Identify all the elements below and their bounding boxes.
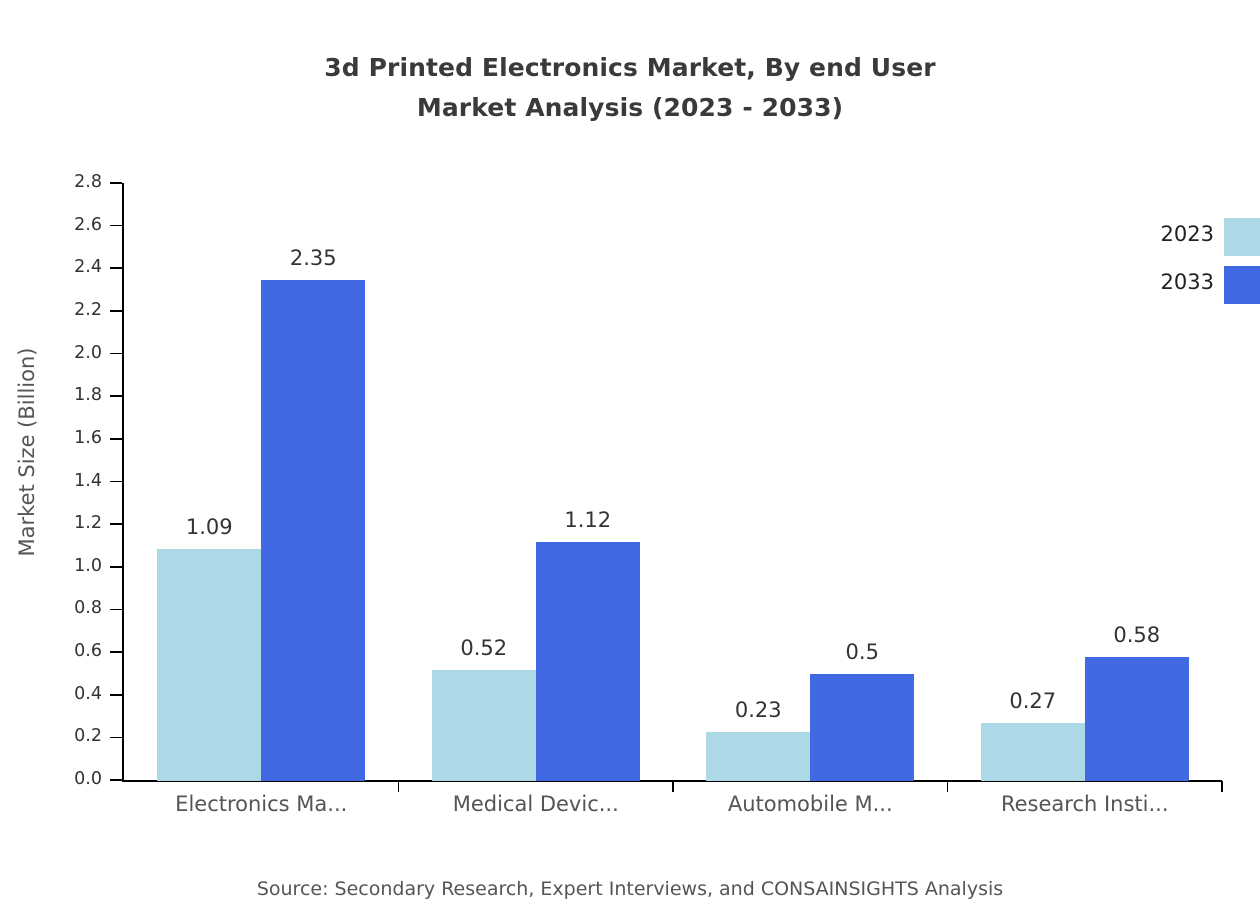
bar-value-label: 0.5 bbox=[845, 640, 879, 665]
legend-label-2023: 2023 bbox=[1160, 222, 1214, 246]
legend-swatch-2023 bbox=[1224, 218, 1260, 256]
bar-value-label: 1.09 bbox=[185, 514, 233, 539]
bar-2023-2[interactable] bbox=[431, 670, 536, 781]
legend-item-2033[interactable]: 2033 bbox=[1110, 266, 1260, 304]
bar-value-label: 1.12 bbox=[564, 508, 612, 533]
y-axis-tick bbox=[110, 267, 122, 270]
y-axis-tick bbox=[110, 182, 122, 184]
bar-value-label: 0.52 bbox=[460, 636, 508, 661]
y-axis-tick-label: 0.6 bbox=[74, 641, 102, 662]
bar-value-label: 0.23 bbox=[734, 697, 782, 722]
x-axis-tick bbox=[946, 781, 949, 792]
y-axis-tick-label: 0.8 bbox=[74, 598, 102, 619]
y-axis-tick-label: 1.0 bbox=[74, 555, 102, 576]
bar-2023-3[interactable] bbox=[706, 731, 811, 781]
bar-2033-2[interactable] bbox=[535, 542, 640, 781]
bar-2023-4[interactable] bbox=[980, 723, 1085, 781]
y-axis-tick bbox=[110, 779, 122, 781]
plot-area: 1.09 2.35 0.52 1.12 0.23 0.5 0.27 0.58 bbox=[124, 183, 1222, 781]
x-axis-tick-label: Research Insti... bbox=[1000, 792, 1169, 816]
y-axis-tick bbox=[110, 352, 122, 355]
y-axis-spine bbox=[122, 183, 125, 782]
bar-value-label: 2.35 bbox=[289, 245, 337, 270]
x-axis-tick-label: Medical Devic... bbox=[452, 792, 619, 816]
y-axis-tick bbox=[110, 608, 122, 611]
bar-2023-1[interactable] bbox=[157, 548, 262, 781]
y-axis-tick-label: 1.8 bbox=[74, 385, 102, 406]
y-axis-title: Market Size (Billion) bbox=[15, 347, 39, 557]
x-axis-tick-label: Electronics Ma... bbox=[175, 792, 348, 816]
y-axis-tick bbox=[110, 523, 122, 525]
y-axis-tick-label: 0.2 bbox=[74, 726, 102, 747]
bar-2033-3[interactable] bbox=[810, 674, 915, 781]
source-note: Source: Secondary Research, Expert Inter… bbox=[256, 878, 1004, 900]
y-axis-tick-label: 1.2 bbox=[74, 513, 102, 534]
y-axis-tick bbox=[110, 395, 122, 397]
chart-title-line-1: 3d Printed Electronics Market, By end Us… bbox=[324, 53, 936, 82]
x-axis-tick bbox=[1221, 781, 1223, 792]
x-axis-tick bbox=[672, 781, 674, 792]
y-axis-tick-label: 2.0 bbox=[74, 342, 102, 363]
x-axis-tick bbox=[397, 781, 400, 792]
y-axis-tick-label: 1.6 bbox=[74, 427, 102, 448]
x-axis-tick-label: Automobile M... bbox=[727, 792, 893, 816]
legend-label-2033: 2033 bbox=[1160, 270, 1214, 294]
y-axis-tick-label: 0.4 bbox=[74, 683, 102, 704]
bar-2033-4[interactable] bbox=[1084, 657, 1189, 781]
y-axis-tick bbox=[110, 480, 122, 483]
y-axis-tick bbox=[110, 438, 122, 440]
legend-swatch-2033 bbox=[1224, 266, 1260, 304]
y-axis-tick-label: 2.6 bbox=[74, 214, 102, 235]
bar-value-label: 0.58 bbox=[1113, 623, 1161, 648]
chart-title-line-2: Market Analysis (2023 - 2033) bbox=[416, 93, 844, 122]
y-axis-tick bbox=[110, 651, 122, 653]
y-axis-tick bbox=[110, 565, 122, 568]
y-axis-tick-label: 1.4 bbox=[74, 470, 102, 491]
y-axis-tick bbox=[110, 224, 122, 227]
bar-2033-1[interactable] bbox=[261, 279, 366, 781]
y-axis-tick-label: 2.4 bbox=[74, 257, 102, 278]
bar-value-label: 0.27 bbox=[1009, 689, 1057, 714]
legend-item-2023[interactable]: 2023 bbox=[1110, 218, 1260, 256]
y-axis-tick bbox=[110, 693, 122, 696]
chart-title: 3d Printed Electronics Market, By end Us… bbox=[0, 48, 1260, 128]
y-axis-tick bbox=[110, 310, 122, 312]
y-axis-tick-label: 2.2 bbox=[74, 299, 102, 320]
y-axis-tick-label: 0.0 bbox=[74, 769, 102, 789]
y-axis-tick-label: 2.8 bbox=[74, 172, 102, 192]
y-axis-tick bbox=[110, 736, 122, 739]
x-axis-spine bbox=[122, 779, 1222, 782]
chart-legend: 2023 2033 bbox=[1110, 218, 1260, 308]
